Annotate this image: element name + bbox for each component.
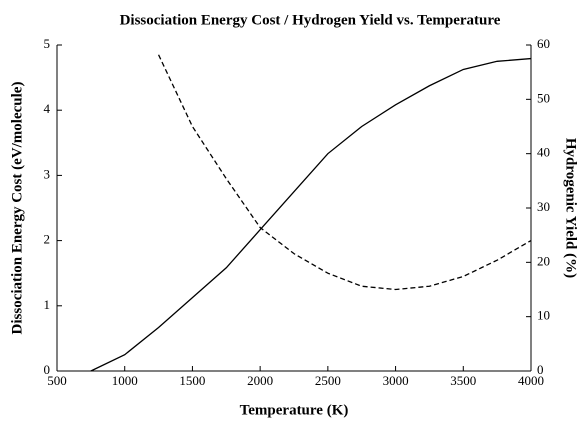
y-tick-label: 0 xyxy=(44,362,51,377)
series-line xyxy=(157,54,532,291)
y2-tick-label: 30 xyxy=(537,199,550,214)
x-tick-label: 4000 xyxy=(518,373,544,388)
y-tick-label: 4 xyxy=(44,101,51,116)
chart-title: Dissociation Energy Cost / Hydrogen Yiel… xyxy=(120,12,501,28)
x-tick-label: 3000 xyxy=(383,373,409,388)
x-tick-label: 1000 xyxy=(112,373,138,388)
x-tick-label: 2500 xyxy=(315,373,341,388)
y-tick-label: 1 xyxy=(44,297,51,312)
x-tick-label: 1500 xyxy=(179,373,205,388)
y2-tick-label: 0 xyxy=(537,362,544,377)
y-tick-label: 5 xyxy=(44,36,51,51)
y-tick-label: 3 xyxy=(44,166,51,181)
y2-tick-label: 60 xyxy=(537,36,550,51)
y2-tick-label: 50 xyxy=(537,90,550,105)
x-axis-label: Temperature (K) xyxy=(240,402,349,418)
y-tick-label: 2 xyxy=(44,232,51,247)
x-tick-label: 3500 xyxy=(450,373,476,388)
y2-tick-label: 20 xyxy=(537,253,550,268)
series-line xyxy=(90,57,532,372)
y-axis-label: Dissociation Energy Cost (eV/molecule) xyxy=(9,82,25,335)
y2-tick-label: 40 xyxy=(537,145,550,160)
y2-tick-label: 10 xyxy=(537,308,550,323)
y2-axis-label: Hydrogenic Yield (%) xyxy=(563,138,579,278)
x-tick-label: 500 xyxy=(47,373,67,388)
x-tick-label: 2000 xyxy=(247,373,273,388)
